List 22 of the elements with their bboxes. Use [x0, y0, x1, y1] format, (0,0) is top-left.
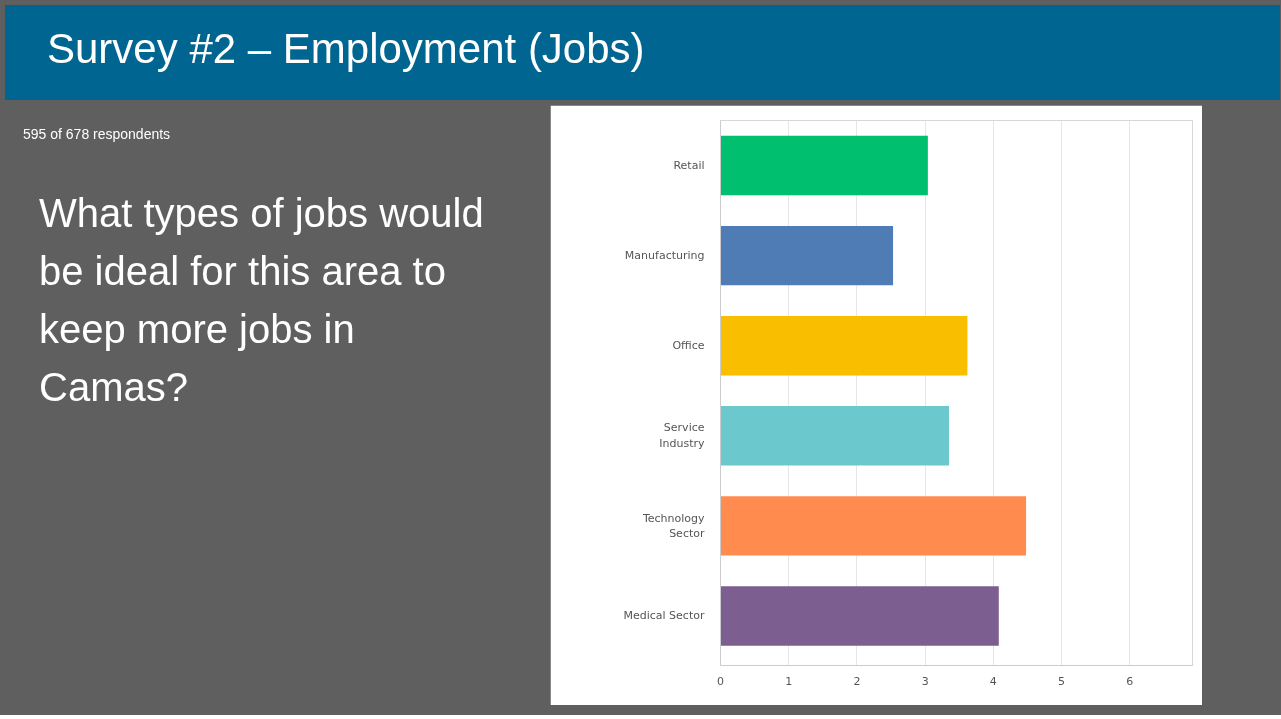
x-tick-label: 0	[717, 674, 724, 688]
bar	[720, 586, 999, 646]
bar	[720, 315, 968, 376]
text: Survey #2 – Employment (Jobs)	[46, 24, 645, 74]
x-tick-label: 6	[1126, 674, 1134, 688]
x-tick-label: 4	[989, 674, 997, 688]
text: What types of jobs would be ideal for this area to keep more jobs in Camas?	[38, 190, 485, 411]
y-tick-label: Service Industry	[659, 421, 705, 451]
bar	[720, 135, 928, 196]
x-tick-label: 1	[785, 674, 793, 688]
y-tick-label: Medical Sector	[623, 609, 705, 623]
bar	[720, 406, 949, 466]
bar	[720, 496, 1027, 556]
bar	[720, 225, 894, 286]
text: 595 of 678 respondents	[22, 125, 172, 144]
y-tick-label: Office	[672, 339, 705, 353]
y-tick-label: Technology Sector	[641, 511, 705, 541]
x-tick-label: 2	[853, 674, 861, 688]
x-tick-label: 5	[1058, 674, 1066, 688]
x-tick-label: 3	[921, 674, 929, 688]
y-tick-label: Retail	[673, 159, 705, 173]
y-tick-label: Manufacturing	[624, 249, 705, 263]
